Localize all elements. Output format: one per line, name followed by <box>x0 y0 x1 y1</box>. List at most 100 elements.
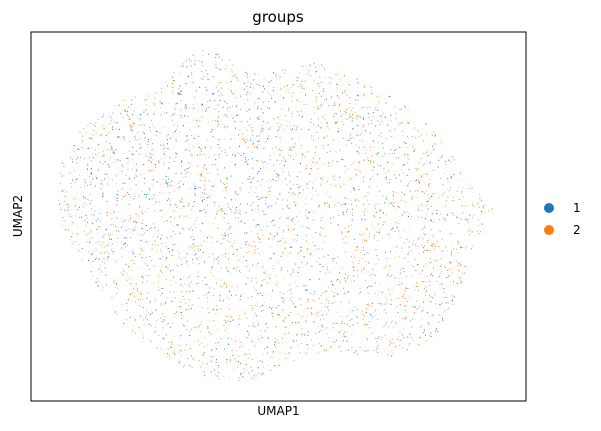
point-group-2 <box>139 205 141 207</box>
point-group-2 <box>204 283 206 285</box>
point-group-2 <box>102 261 103 263</box>
point-group-2 <box>355 173 357 175</box>
point-group-2 <box>407 261 409 263</box>
point-group-2 <box>336 87 338 89</box>
point-group-1 <box>67 210 69 211</box>
point-group-2 <box>205 110 207 112</box>
point-group-2 <box>292 146 294 148</box>
point-group-1 <box>96 278 98 280</box>
point-group-2 <box>126 162 128 164</box>
point-group-2 <box>421 244 423 246</box>
point-group-1 <box>440 304 442 306</box>
point-group-2 <box>381 121 383 123</box>
point-group-2 <box>383 177 385 179</box>
point-group-1 <box>192 104 194 106</box>
point-group-1 <box>300 247 302 248</box>
point-group-1 <box>277 241 279 242</box>
point-group-1 <box>269 306 270 308</box>
point-group-2 <box>191 304 193 305</box>
point-group-2 <box>348 107 350 109</box>
point-group-1 <box>270 370 272 372</box>
point-group-2 <box>162 313 163 315</box>
point-group-1 <box>332 284 334 286</box>
point-group-2 <box>265 200 267 202</box>
point-group-2 <box>301 86 303 88</box>
point-group-1 <box>159 201 161 203</box>
point-group-2 <box>286 183 288 185</box>
point-group-2 <box>168 357 170 359</box>
point-group-1 <box>349 320 351 322</box>
point-group-1 <box>425 334 426 336</box>
point-group-1 <box>162 327 164 329</box>
point-group-2 <box>282 208 284 210</box>
point-group-1 <box>305 203 307 205</box>
point-group-2 <box>383 221 385 223</box>
point-group-1 <box>247 159 249 161</box>
point-group-2 <box>268 238 270 240</box>
point-group-2 <box>202 180 204 182</box>
point-group-1 <box>122 244 124 246</box>
point-group-2 <box>182 315 184 317</box>
point-group-2 <box>426 340 428 342</box>
point-group-2 <box>309 180 311 182</box>
point-group-2 <box>248 349 250 351</box>
point-group-2 <box>326 349 327 351</box>
point-group-1 <box>245 160 247 162</box>
point-group-2 <box>368 253 370 255</box>
point-group-1 <box>316 260 318 262</box>
point-group-2 <box>223 190 225 192</box>
point-group-1 <box>268 93 270 95</box>
point-group-1 <box>403 141 405 143</box>
point-group-2 <box>352 266 354 268</box>
point-group-1 <box>450 254 452 256</box>
point-group-2 <box>479 193 481 195</box>
point-group-1 <box>240 203 242 205</box>
point-group-2 <box>328 271 330 273</box>
point-group-2 <box>161 243 163 244</box>
point-group-1 <box>276 307 278 309</box>
point-group-1 <box>270 79 272 81</box>
point-group-1 <box>186 66 188 67</box>
point-group-2 <box>431 205 432 207</box>
point-group-2 <box>372 350 374 352</box>
point-group-2 <box>251 92 253 94</box>
point-group-2 <box>458 198 460 200</box>
point-group-1 <box>198 60 200 62</box>
point-group-1 <box>90 230 92 232</box>
point-group-2 <box>160 250 162 252</box>
point-group-1 <box>391 275 393 277</box>
point-group-1 <box>327 144 329 146</box>
point-group-1 <box>124 220 126 221</box>
point-group-2 <box>201 222 203 224</box>
point-group-1 <box>277 173 279 175</box>
point-group-2 <box>339 110 341 112</box>
point-group-1 <box>393 342 395 344</box>
point-group-1 <box>281 108 282 110</box>
point-group-2 <box>179 215 181 217</box>
point-group-1 <box>379 191 380 192</box>
point-group-1 <box>247 277 249 279</box>
point-group-2 <box>212 76 214 78</box>
point-group-1 <box>213 93 215 94</box>
point-group-1 <box>290 129 292 131</box>
point-group-2 <box>282 300 284 302</box>
point-group-2 <box>350 200 352 202</box>
point-group-1 <box>251 277 253 279</box>
point-group-2 <box>410 250 412 252</box>
point-group-2 <box>364 210 365 212</box>
point-group-1 <box>426 289 428 291</box>
point-group-1 <box>263 128 265 130</box>
point-group-2 <box>246 75 248 77</box>
point-group-2 <box>265 305 267 307</box>
point-group-2 <box>220 279 222 281</box>
point-group-2 <box>431 315 433 317</box>
point-group-2 <box>239 318 241 320</box>
point-group-2 <box>192 120 194 122</box>
point-group-2 <box>406 147 408 149</box>
point-group-2 <box>128 279 130 281</box>
point-group-2 <box>180 301 181 303</box>
point-group-2 <box>157 281 159 283</box>
point-group-2 <box>374 263 376 265</box>
point-group-1 <box>340 301 342 303</box>
point-group-2 <box>176 311 178 313</box>
